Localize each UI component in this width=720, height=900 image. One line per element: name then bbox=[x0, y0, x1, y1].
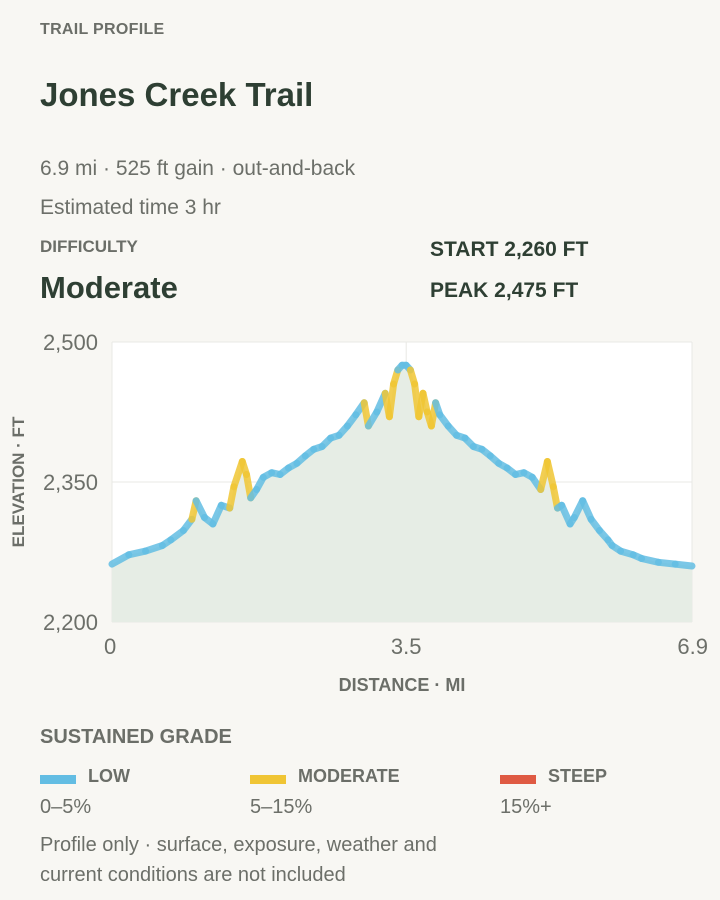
legend-name-moderate: MODERATE bbox=[298, 766, 400, 786]
y-axis-label: ELEVATION · FT bbox=[9, 416, 28, 547]
trail-title: Jones Creek Trail bbox=[40, 76, 314, 113]
y-tick-label-2: 2,500 bbox=[43, 330, 98, 355]
elevation-chart: 2,200 2,350 2,500 0 3.5 6.9 DISTANCE · MI EL… bbox=[9, 330, 708, 695]
legend-range-steep: 15%+ bbox=[500, 796, 552, 818]
y-tick-label-0: 2,200 bbox=[43, 610, 98, 635]
legend-title: SUSTAINED GRADE bbox=[40, 726, 232, 748]
elevation-line bbox=[108, 361, 696, 570]
legend-range-low: 0–5% bbox=[40, 796, 92, 818]
trail-meta: 6.9 mi · 525 ft gain · out-and-back bbox=[40, 157, 356, 180]
start-elevation: START 2,260 FT bbox=[430, 238, 589, 261]
elevation-area bbox=[112, 365, 692, 622]
line-segment-33 bbox=[385, 380, 398, 421]
estimated-time: Estimated time 3 hr bbox=[40, 196, 221, 219]
x-axis-label: DISTANCE · MI bbox=[339, 675, 466, 695]
line-segment-11 bbox=[226, 483, 238, 512]
legend-swatch-steep bbox=[500, 775, 536, 784]
difficulty-label: DIFFICULTY bbox=[40, 237, 138, 256]
line-segment-58 bbox=[543, 458, 557, 491]
x-tick-labels: 0 3.5 6.9 bbox=[104, 634, 708, 659]
x-tick-label-0: 0 bbox=[104, 634, 116, 659]
y-tick-label-1: 2,350 bbox=[43, 470, 98, 495]
peak-elevation: PEAK 2,475 FT bbox=[430, 279, 579, 302]
legend-swatch-moderate bbox=[250, 775, 286, 784]
footnote: Profile only · surface, exposure, weathe… bbox=[40, 834, 437, 886]
eyebrow-label: TRAIL PROFILE bbox=[40, 21, 165, 38]
legend-range-moderate: 5–15% bbox=[250, 796, 313, 818]
y-tick-labels: 2,200 2,350 2,500 bbox=[43, 330, 98, 635]
line-segment-73 bbox=[671, 560, 696, 570]
legend-name-low: LOW bbox=[88, 766, 130, 786]
legend-name-steep: STEEP bbox=[548, 766, 608, 786]
legend-swatch-low bbox=[40, 775, 76, 784]
difficulty-value: Moderate bbox=[40, 270, 178, 305]
x-tick-label-2: 6.9 bbox=[677, 634, 708, 659]
x-tick-label-1: 3.5 bbox=[391, 634, 422, 659]
